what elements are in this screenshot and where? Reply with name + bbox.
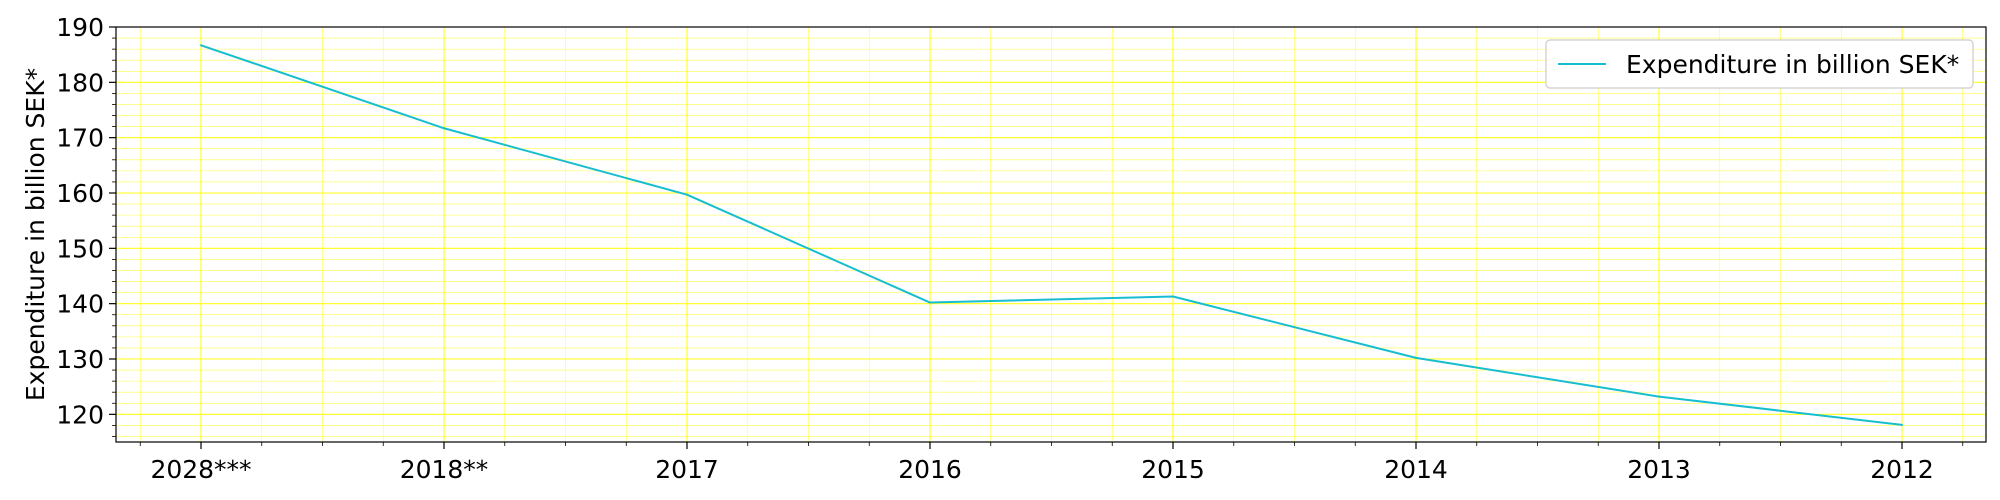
y-tick-label: 190 [56,13,104,42]
x-tick-label: 2016 [898,455,962,484]
series-layer [200,44,1903,426]
axis-ticks: 120 130 140 150 160 170 180 190 2028*** 2018** 201… [56,13,1964,484]
data-point [929,301,931,304]
data-point [443,127,445,130]
y-tick-label: 120 [56,400,104,429]
y-axis-title: Expenditure in billion SEK* [21,68,50,401]
series-line [200,44,1903,426]
y-tick-label: 180 [56,68,104,97]
legend: Expenditure in billion SEK* [1545,39,1974,89]
data-point [200,44,202,47]
data-point [686,193,688,196]
legend-label: Expenditure in billion SEK* [1626,50,1959,79]
y-tick-label: 170 [56,124,104,153]
y-tick-label: 130 [56,345,104,374]
x-tick-label: 2015 [1141,455,1205,484]
x-tick-label: 2013 [1627,455,1691,484]
x-tick-label: 2018** [400,455,489,484]
legend-box [1545,39,1974,89]
x-tick-label: 2014 [1384,455,1448,484]
x-tick-label: 2017 [655,455,719,484]
y-tick-label: 140 [56,290,104,319]
x-tick-label: 2028*** [150,455,251,484]
y-tick-label: 160 [56,179,104,208]
y-tick-label: 150 [56,234,104,263]
x-tick-label: 2012 [1870,455,1934,484]
plot-area-frame [115,26,1987,443]
data-point [1415,356,1417,359]
data-point [1172,295,1174,298]
data-point [1658,395,1660,398]
data-point [1901,423,1903,426]
grid [116,26,1986,442]
